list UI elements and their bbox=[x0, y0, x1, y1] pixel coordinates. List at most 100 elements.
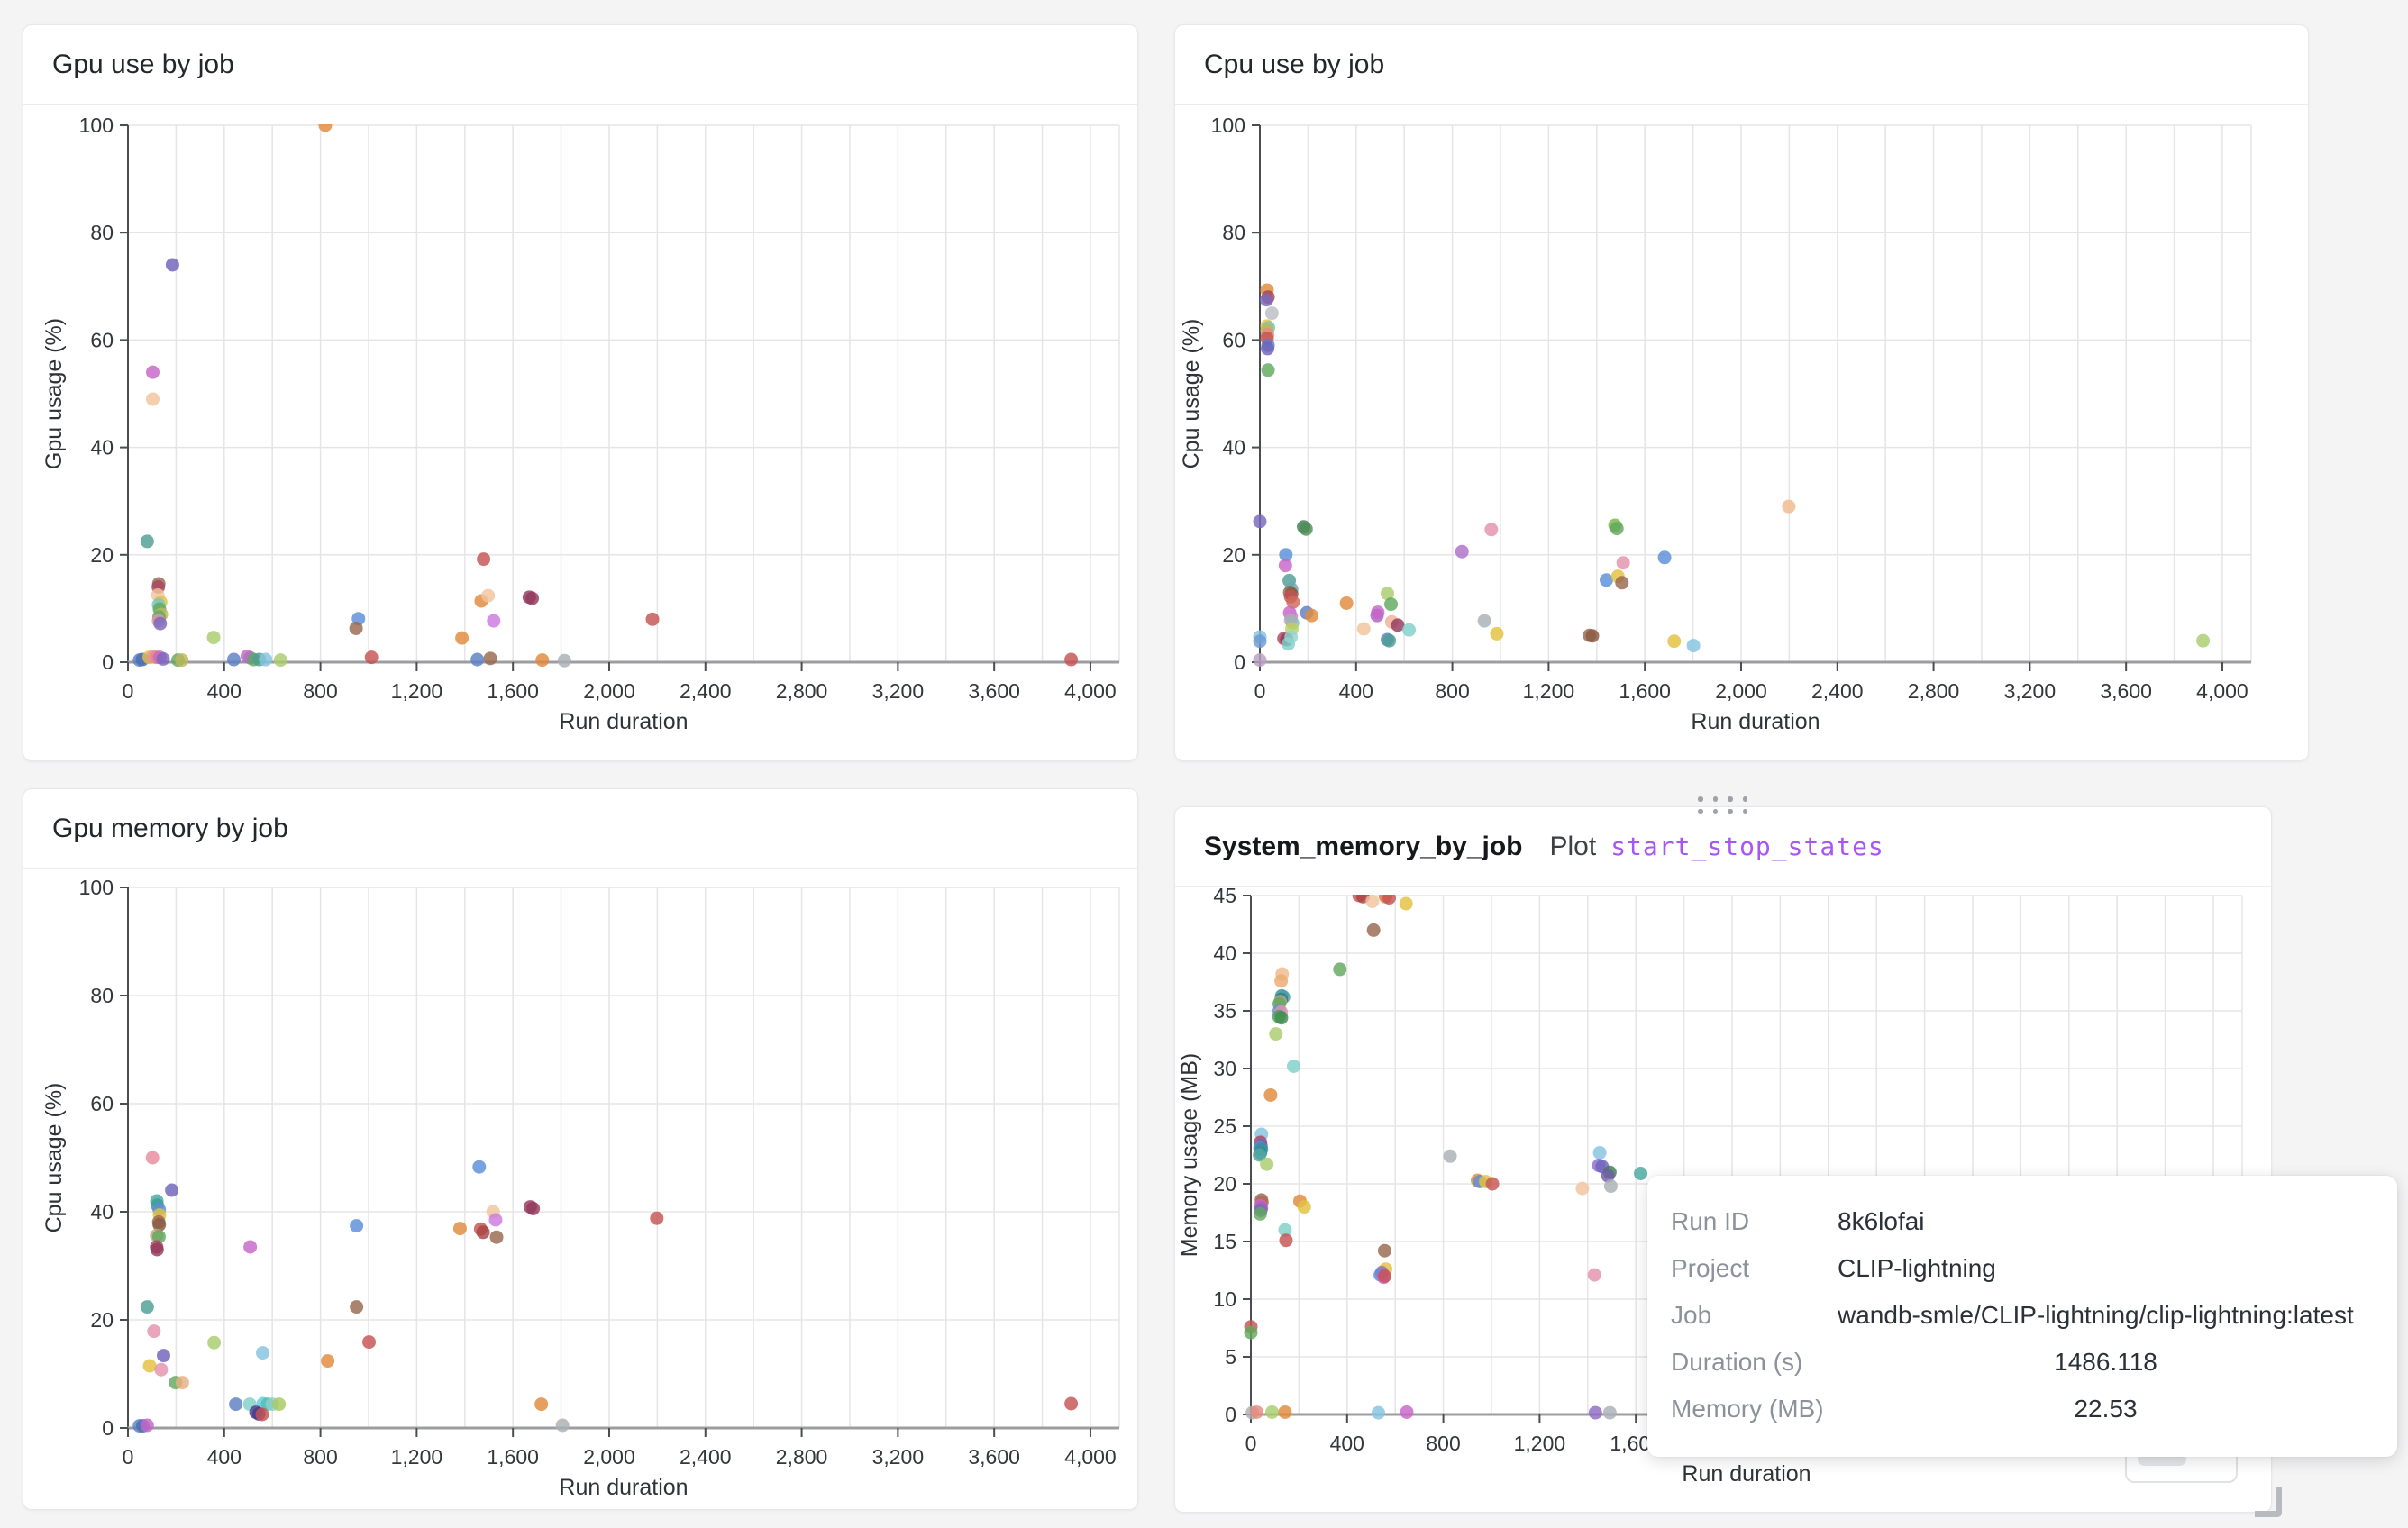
data-point[interactable] bbox=[1616, 556, 1630, 570]
data-point[interactable] bbox=[487, 614, 501, 628]
data-point[interactable] bbox=[255, 1407, 269, 1422]
data-point[interactable] bbox=[557, 653, 571, 668]
data-point[interactable] bbox=[1263, 1087, 1278, 1102]
data-point[interactable] bbox=[140, 534, 154, 549]
data-point[interactable] bbox=[1244, 1325, 1258, 1340]
data-point[interactable] bbox=[256, 1346, 270, 1360]
data-point[interactable] bbox=[1366, 923, 1381, 937]
data-point[interactable] bbox=[1286, 595, 1300, 609]
data-point[interactable] bbox=[1253, 1148, 1267, 1162]
data-point[interactable] bbox=[535, 653, 550, 668]
data-point[interactable] bbox=[145, 1151, 160, 1165]
data-point[interactable] bbox=[2196, 633, 2211, 648]
data-point[interactable] bbox=[157, 1349, 171, 1363]
gpu-use-scatter-plot[interactable]: 0 400 800 1,200 1,600 2,000 2,400 2,800 3,200 3,6… bbox=[23, 105, 1137, 760]
data-point[interactable] bbox=[1278, 1405, 1292, 1419]
data-point[interactable] bbox=[321, 1354, 335, 1369]
data-point[interactable] bbox=[1391, 618, 1405, 632]
data-point[interactable] bbox=[150, 1242, 164, 1257]
data-point[interactable] bbox=[645, 612, 660, 626]
data-point[interactable] bbox=[273, 653, 287, 668]
data-point[interactable] bbox=[1657, 550, 1672, 565]
data-point[interactable] bbox=[1400, 1405, 1414, 1419]
data-point[interactable] bbox=[1304, 608, 1318, 623]
data-point[interactable] bbox=[1782, 499, 1796, 514]
data-point[interactable] bbox=[1610, 522, 1624, 536]
data-point[interactable] bbox=[1602, 1405, 1617, 1420]
data-point[interactable] bbox=[1490, 626, 1504, 641]
data-point[interactable] bbox=[1297, 1200, 1311, 1214]
data-point[interactable] bbox=[206, 631, 221, 645]
data-point[interactable] bbox=[525, 591, 540, 605]
data-point[interactable] bbox=[1599, 573, 1613, 587]
data-point[interactable] bbox=[1667, 634, 1682, 649]
data-point[interactable] bbox=[1299, 522, 1313, 536]
data-point[interactable] bbox=[349, 621, 363, 635]
data-point[interactable] bbox=[477, 552, 491, 567]
data-point[interactable] bbox=[1249, 1405, 1263, 1419]
data-point[interactable] bbox=[650, 1211, 664, 1225]
data-point[interactable] bbox=[1260, 1157, 1274, 1171]
data-point[interactable] bbox=[175, 1376, 189, 1390]
drag-handle-icon[interactable] bbox=[1698, 796, 1747, 814]
data-point[interactable] bbox=[140, 1418, 154, 1432]
data-point[interactable] bbox=[1382, 891, 1397, 905]
data-point[interactable] bbox=[1585, 629, 1600, 643]
data-point[interactable] bbox=[1372, 1405, 1386, 1420]
data-point[interactable] bbox=[1484, 523, 1499, 537]
data-point[interactable] bbox=[1064, 1396, 1079, 1411]
data-point[interactable] bbox=[1686, 639, 1701, 653]
data-point[interactable] bbox=[1443, 1149, 1457, 1163]
data-point[interactable] bbox=[1381, 587, 1395, 601]
data-point[interactable] bbox=[1269, 1027, 1283, 1041]
data-point[interactable] bbox=[1455, 544, 1469, 559]
data-point[interactable] bbox=[1274, 1011, 1289, 1025]
data-point[interactable] bbox=[147, 1324, 161, 1339]
data-point[interactable] bbox=[1278, 1223, 1292, 1237]
data-point[interactable] bbox=[1274, 974, 1289, 988]
data-point[interactable] bbox=[1259, 293, 1273, 307]
data-point[interactable] bbox=[1588, 1405, 1602, 1420]
data-point[interactable] bbox=[1587, 1268, 1601, 1282]
data-point[interactable] bbox=[481, 588, 496, 603]
data-point[interactable] bbox=[1279, 548, 1293, 562]
data-point[interactable] bbox=[489, 1230, 504, 1244]
data-point[interactable] bbox=[156, 651, 170, 666]
data-point[interactable] bbox=[1384, 597, 1399, 612]
cpu-use-scatter-plot[interactable]: 0 400 800 1,200 1,600 2,000 2,400 2,800 3,200 3,6… bbox=[1175, 105, 2308, 760]
data-point[interactable] bbox=[229, 1397, 243, 1412]
gpu-memory-scatter-plot[interactable]: 0 400 800 1,200 1,600 2,000 2,400 2,800 3,200 3,6… bbox=[23, 869, 1137, 1509]
data-point[interactable] bbox=[476, 1225, 490, 1240]
resize-grip-icon[interactable] bbox=[2255, 1487, 2282, 1517]
data-point[interactable] bbox=[146, 365, 160, 379]
data-point[interactable] bbox=[1253, 514, 1267, 529]
data-point[interactable] bbox=[1575, 1181, 1590, 1196]
data-point[interactable] bbox=[243, 1240, 258, 1254]
plot-link-start-stop-states[interactable]: start_stop_states bbox=[1610, 832, 1884, 861]
data-point[interactable] bbox=[483, 651, 497, 666]
data-point[interactable] bbox=[1333, 962, 1347, 977]
data-point[interactable] bbox=[1279, 1233, 1293, 1248]
data-point[interactable] bbox=[1278, 559, 1292, 573]
data-point[interactable] bbox=[1261, 341, 1275, 356]
data-point[interactable] bbox=[165, 1183, 179, 1197]
data-point[interactable] bbox=[1382, 633, 1397, 648]
data-point[interactable] bbox=[1064, 652, 1079, 667]
data-point[interactable] bbox=[472, 1160, 487, 1174]
data-point[interactable] bbox=[362, 1335, 377, 1350]
data-point[interactable] bbox=[153, 616, 168, 631]
data-point[interactable] bbox=[1264, 1405, 1279, 1419]
data-point[interactable] bbox=[470, 652, 485, 667]
data-point[interactable] bbox=[452, 1222, 467, 1236]
data-point[interactable] bbox=[1402, 623, 1417, 637]
data-point[interactable] bbox=[364, 650, 379, 665]
data-point[interactable] bbox=[259, 652, 273, 667]
data-point[interactable] bbox=[1356, 622, 1371, 636]
data-point[interactable] bbox=[272, 1397, 287, 1412]
data-point[interactable] bbox=[1615, 576, 1629, 590]
data-point[interactable] bbox=[1377, 1243, 1391, 1258]
data-point[interactable] bbox=[165, 258, 179, 272]
data-point[interactable] bbox=[1253, 634, 1267, 649]
data-point[interactable] bbox=[1377, 1269, 1391, 1283]
data-point[interactable] bbox=[1264, 306, 1279, 321]
